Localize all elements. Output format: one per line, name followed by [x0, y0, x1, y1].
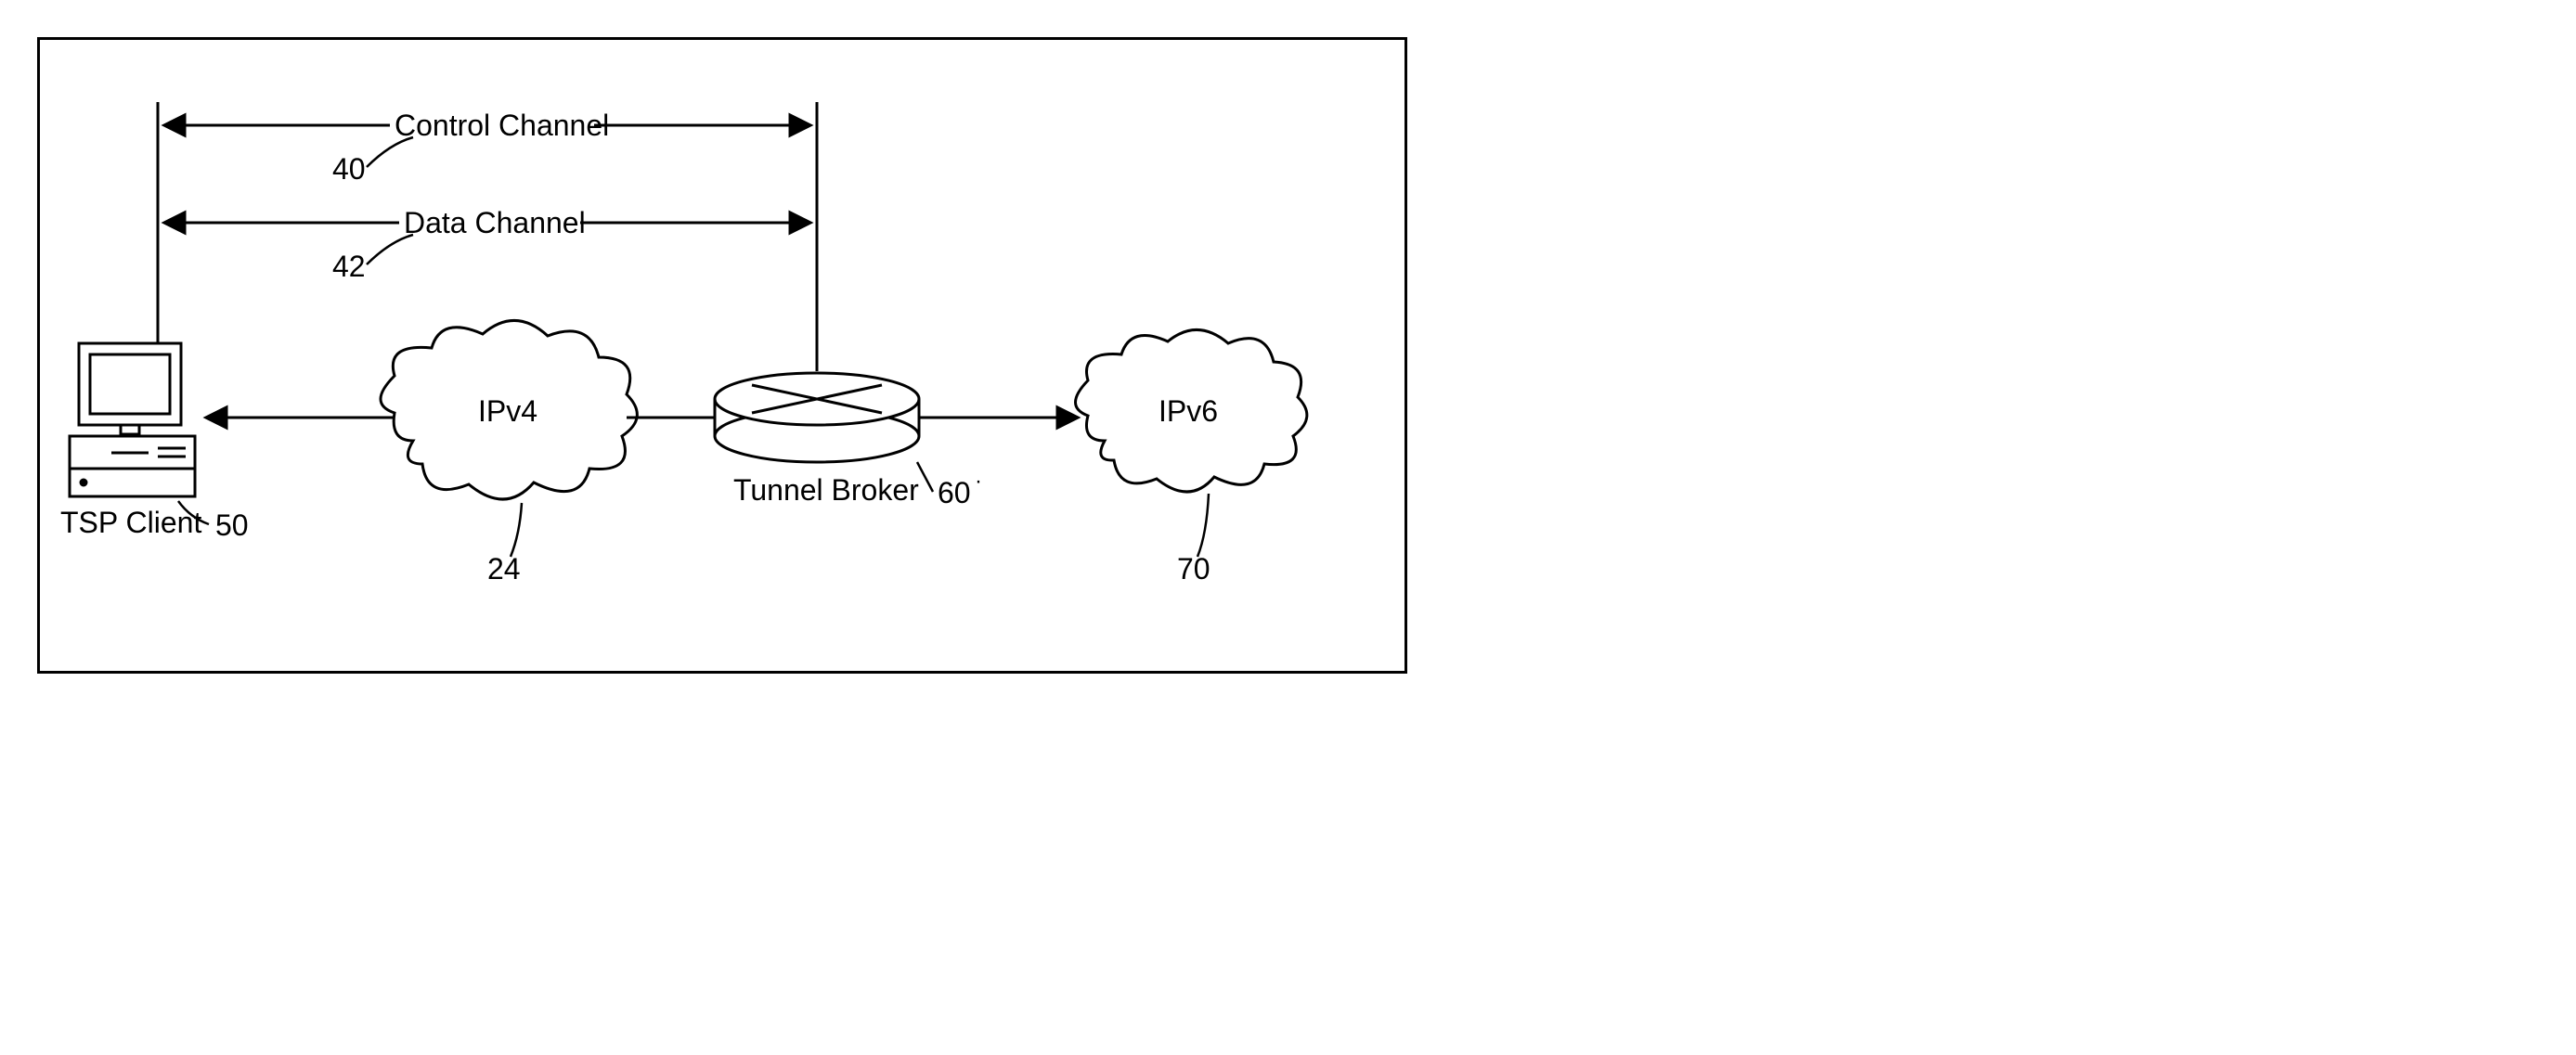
ref-24: 24: [487, 552, 521, 586]
diagram-svg: [0, 0, 1448, 724]
tunnel-broker-shape: [715, 373, 919, 462]
leader-70: [1197, 494, 1209, 557]
tunnel-broker-label: Tunnel Broker: [733, 473, 919, 508]
tsp-client-label: TSP Client: [60, 506, 201, 540]
ref-40: 40: [332, 152, 366, 187]
ipv4-label: IPv4: [478, 394, 537, 429]
ref-60: 60: [938, 476, 971, 510]
ref-42: 42: [332, 250, 366, 284]
leader-60: [917, 462, 933, 492]
ref-50: 50: [215, 508, 249, 543]
dot-after-60: ·: [975, 469, 982, 495]
data-channel-label: Data Channel: [404, 206, 586, 240]
diagram-canvas: Control Channel Data Channel 40 42 IPv4 …: [0, 0, 2576, 1055]
ipv6-label: IPv6: [1159, 394, 1218, 429]
tsp-client-icon: [70, 343, 195, 496]
leader-24: [511, 503, 522, 557]
ref-70: 70: [1177, 552, 1210, 586]
control-channel-label: Control Channel: [395, 109, 609, 143]
